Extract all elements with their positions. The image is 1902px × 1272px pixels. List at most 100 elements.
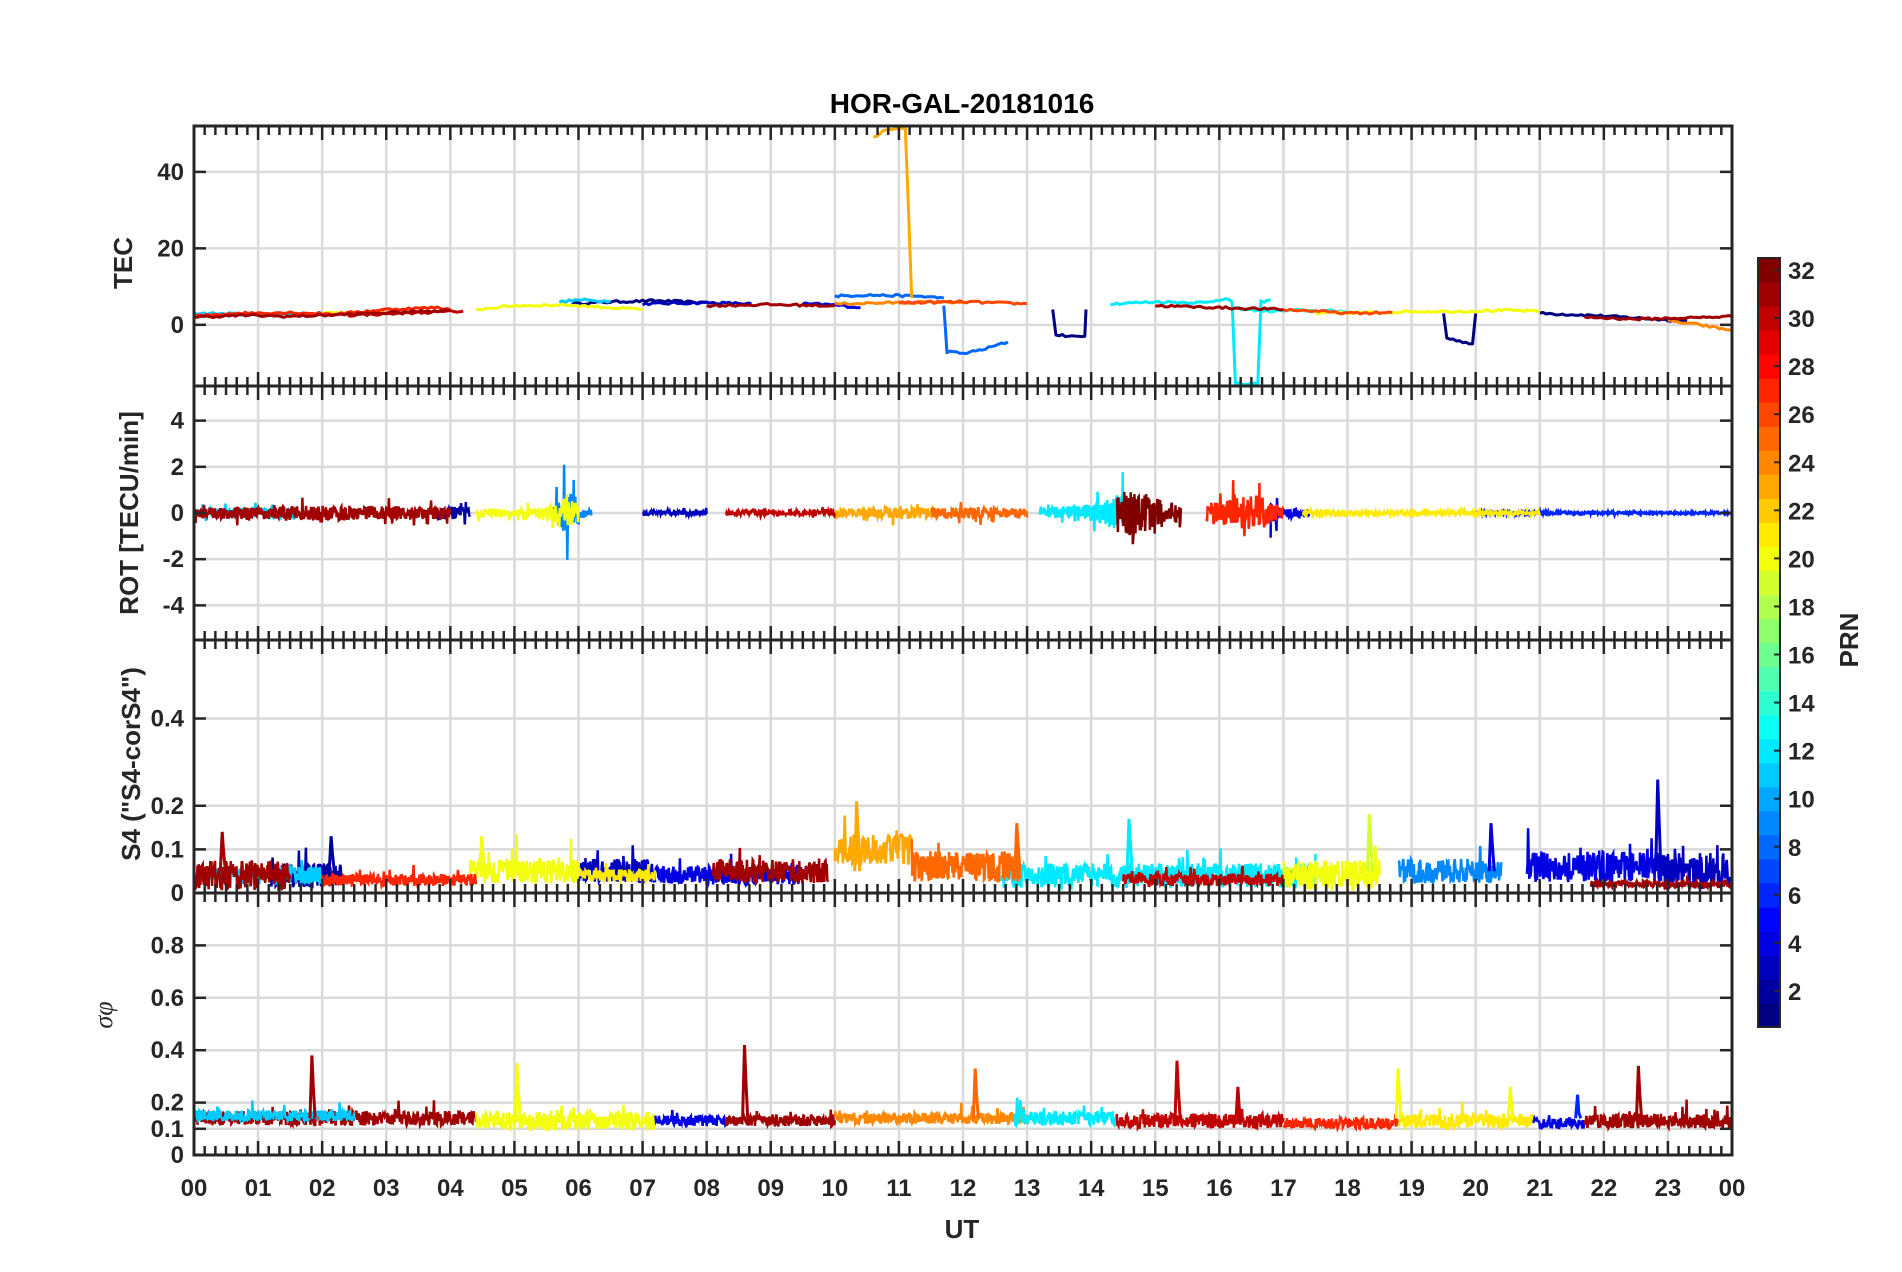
series-line xyxy=(833,815,913,868)
y-tick-label: 0.1 xyxy=(151,836,184,863)
colorbar-tick-label: 8 xyxy=(1788,835,1801,862)
colorbar-segment xyxy=(1758,810,1780,836)
x-tick-label: 00 xyxy=(1719,1175,1746,1202)
series-line xyxy=(654,1109,727,1129)
peak-mark xyxy=(971,1068,980,1119)
peak-mark xyxy=(741,1044,750,1119)
x-tick-label: 15 xyxy=(1142,1175,1169,1202)
series-line xyxy=(930,502,1029,526)
y-tick-label: -4 xyxy=(163,592,185,619)
peak-mark xyxy=(1394,1068,1403,1119)
colorbar-segment xyxy=(1758,1002,1780,1028)
y-tick-label: 0.1 xyxy=(151,1116,184,1143)
x-tick-label: 20 xyxy=(1462,1175,1489,1202)
colorbar-segment xyxy=(1758,642,1780,668)
colorbar-segment xyxy=(1758,306,1780,331)
x-tick-label: 13 xyxy=(1014,1175,1041,1202)
series-line xyxy=(834,293,945,300)
x-tick-label: 10 xyxy=(821,1175,848,1202)
panel-s4: 0 0.1 0.2 0.4 xyxy=(151,638,1734,907)
peak-mark xyxy=(1635,1065,1644,1119)
series-line xyxy=(1525,828,1663,885)
colorbar-segment xyxy=(1758,498,1780,523)
series-line xyxy=(1051,309,1088,339)
colorbar-tick-label: 30 xyxy=(1788,306,1815,333)
x-tick-label: 21 xyxy=(1526,1175,1553,1202)
y-tick-label: -2 xyxy=(163,546,184,573)
series-line xyxy=(1013,1097,1118,1129)
colorbar-segment xyxy=(1758,330,1780,355)
colorbar-frame xyxy=(1757,257,1781,1028)
series-line xyxy=(898,299,1028,306)
peak-mark xyxy=(1487,823,1496,872)
x-tick-label: 17 xyxy=(1270,1175,1297,1202)
colorbar-label: PRN xyxy=(1834,613,1864,668)
x-tick-label: 19 xyxy=(1398,1175,1425,1202)
x-tick-label: 14 xyxy=(1078,1175,1105,1202)
y-tick-label: 0.6 xyxy=(151,985,184,1012)
peak-mark xyxy=(1013,823,1022,872)
colorbar-tick-label: 16 xyxy=(1788,643,1815,670)
series-line xyxy=(468,834,580,885)
colorbar-segment xyxy=(1758,570,1780,596)
y-tick-label: 0 xyxy=(171,312,184,339)
colorbar-segment xyxy=(1758,258,1780,283)
peak-mark xyxy=(478,836,487,872)
colorbar-tick-label: 28 xyxy=(1788,354,1815,381)
series-line xyxy=(1442,313,1478,346)
series-line xyxy=(1121,865,1285,889)
series-line xyxy=(1667,318,1732,333)
colorbar-segment xyxy=(1758,714,1780,740)
x-tick-label: 01 xyxy=(245,1175,272,1202)
x-tick-label: 07 xyxy=(629,1175,656,1202)
colorbar-segment xyxy=(1758,402,1780,427)
colorbar-segment xyxy=(1758,762,1780,788)
colorbar-segment xyxy=(1758,618,1780,644)
series-line xyxy=(577,845,657,886)
colorbar-segment xyxy=(1758,354,1780,379)
y-tick-label: 0.2 xyxy=(151,793,184,820)
y-tick-label: 40 xyxy=(157,159,184,186)
peak-mark xyxy=(1234,1086,1243,1119)
colorbar-segment xyxy=(1758,786,1780,812)
x-tick-label: 16 xyxy=(1206,1175,1233,1202)
colorbar-segment xyxy=(1758,906,1780,932)
series-line xyxy=(558,297,611,304)
series-line xyxy=(910,839,1022,885)
x-tick-label: 22 xyxy=(1590,1175,1617,1202)
rot-ylabel: ROT [TECU/min] xyxy=(114,411,144,615)
x-tick-label: 06 xyxy=(565,1175,592,1202)
colorbar-segment xyxy=(1758,738,1780,764)
y-tick-label: 0.4 xyxy=(151,1037,185,1064)
series-line xyxy=(1584,314,1732,322)
colorbar-segment xyxy=(1758,954,1780,980)
series-line xyxy=(475,302,643,312)
y-tick-label: 20 xyxy=(157,235,184,262)
panel-tec: 0 20 40 xyxy=(157,124,1734,388)
series-line xyxy=(706,302,835,309)
colorbar-tick-label: 4 xyxy=(1788,931,1802,958)
series-line xyxy=(1282,307,1393,316)
colorbar-segment xyxy=(1758,522,1780,547)
peak-mark xyxy=(1506,1086,1515,1119)
series-line xyxy=(1282,846,1381,892)
series-line xyxy=(641,505,708,521)
peak-mark xyxy=(1654,779,1663,872)
y-tick-label: 0.8 xyxy=(151,932,184,959)
peak-mark xyxy=(327,836,336,872)
colorbar-segment xyxy=(1758,882,1780,908)
y-tick-label: 4 xyxy=(171,408,185,435)
series-line xyxy=(1532,1114,1586,1131)
series-line xyxy=(724,505,837,522)
colorbar-tick-label: 24 xyxy=(1788,450,1815,477)
colorbar-segment xyxy=(1758,378,1780,403)
colorbar-segment xyxy=(1758,594,1780,620)
colorbar-segment xyxy=(1758,546,1780,572)
series-line xyxy=(1115,491,1183,545)
colorbar-tick-label: 6 xyxy=(1788,883,1801,910)
colorbar-tick-label: 12 xyxy=(1788,739,1815,766)
series-line xyxy=(474,1105,657,1133)
series-line xyxy=(724,1109,837,1130)
